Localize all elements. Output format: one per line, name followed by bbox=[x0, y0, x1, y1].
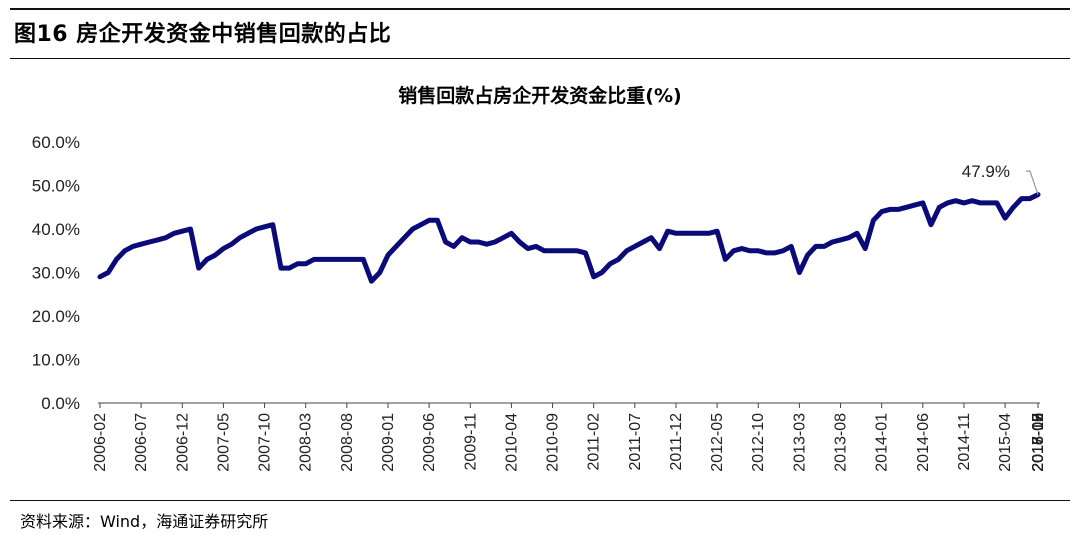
x-tick-label: 2006-07 bbox=[133, 413, 150, 472]
x-tick-label: 2007-05 bbox=[215, 413, 232, 472]
x-tick-label: 2014-01 bbox=[874, 413, 891, 472]
x-tick-label: 2008-08 bbox=[339, 413, 356, 472]
y-tick-label: 30.0% bbox=[32, 264, 80, 283]
x-axis: 2006-02 2006-07 2006-12 2007-05 2007-10 2008-… bbox=[92, 402, 1047, 472]
x-tick-label: 2009-06 bbox=[421, 413, 438, 472]
x-tick-label: 2017-05 bbox=[1030, 413, 1047, 472]
x-tick-label: 2015-09 bbox=[1030, 413, 1047, 472]
figure-title: 图16 房企开发资金中销售回款的占比 bbox=[14, 22, 392, 47]
annotation-leader-line bbox=[1026, 170, 1039, 195]
x-tick-label: 2007-10 bbox=[257, 413, 274, 472]
x-tick-label: 2006-02 bbox=[92, 413, 109, 472]
line-chart: 销售回款占房企开发资金比重(%) 0.0% 10.0% 20.0% 30.0% 40.0… bbox=[32, 84, 1047, 472]
x-tick-label: 2010-09 bbox=[545, 413, 562, 472]
y-axis: 0.0% 10.0% 20.0% 30.0% 40.0% 50.0% 60.0% bbox=[32, 133, 80, 413]
y-tick-label: 0.0% bbox=[41, 394, 80, 413]
top-rule bbox=[10, 8, 1070, 10]
x-tick-label: 2010-04 bbox=[503, 413, 520, 472]
chart-title: 销售回款占房企开发资金比重(%) bbox=[398, 84, 681, 107]
series-line bbox=[97, 192, 1041, 284]
x-tick-label: 2006-12 bbox=[174, 413, 191, 472]
x-tick-label: 2011-07 bbox=[627, 413, 644, 471]
x-tick-label: 2014-06 bbox=[915, 413, 932, 472]
x-tick-label: 2013-03 bbox=[791, 413, 808, 472]
x-tick-label: 2012-10 bbox=[750, 413, 767, 472]
bottom-rule bbox=[10, 500, 1070, 501]
plot-area: 47.9% bbox=[97, 162, 1041, 284]
source-note: 资料来源：Wind，海通证券研究所 bbox=[20, 512, 269, 531]
x-tick-label: 2009-01 bbox=[380, 413, 397, 472]
data-label: 47.9% bbox=[962, 162, 1010, 181]
x-tick-label: 2018-08 bbox=[1030, 413, 1047, 472]
x-tick-label: 2016-02 bbox=[1030, 413, 1047, 472]
y-tick-label: 60.0% bbox=[32, 133, 80, 152]
x-tick-label: 2013-08 bbox=[833, 413, 850, 472]
x-tick-label: 2015-04 bbox=[997, 413, 1014, 472]
x-tick-label: 2009-11 bbox=[462, 413, 479, 471]
y-tick-label: 40.0% bbox=[32, 220, 80, 239]
y-tick-label: 50.0% bbox=[32, 177, 80, 196]
y-tick-label: 10.0% bbox=[32, 351, 80, 370]
x-tick-label: 2014-11 bbox=[956, 413, 973, 471]
x-tick-label: 2011-12 bbox=[668, 413, 685, 471]
x-tick-label: 2016-07 bbox=[1030, 413, 1047, 472]
y-tick-label: 20.0% bbox=[32, 307, 80, 326]
x-tick-label: 2008-03 bbox=[298, 413, 315, 472]
x-tick-label: 2011-02 bbox=[586, 413, 603, 471]
x-tick-label: 2016-12 bbox=[1030, 413, 1047, 472]
x-tick-label: 2017-10 bbox=[1030, 413, 1047, 472]
title-rule bbox=[10, 58, 1070, 59]
x-tick-label: 2012-05 bbox=[709, 413, 726, 472]
x-tick-label: 2018-03 bbox=[1030, 413, 1047, 472]
